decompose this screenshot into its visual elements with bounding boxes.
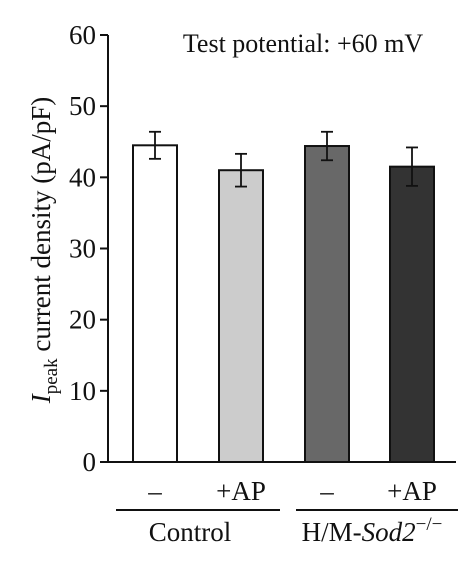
labels-layer: – +AP – +AP Control H/M-Sod2−/− [116,476,458,547]
y-tick-label: 20 [69,305,96,335]
y-tick-label: 50 [69,91,96,121]
category-label: – [147,476,162,506]
axes-layer: 0 10 20 30 40 50 60 [69,20,456,477]
group-label-superscript: −/− [416,514,443,535]
bar [304,145,350,464]
y-axis-title-symbol: I [26,392,56,404]
y-axis-title-subscript: peak [41,358,62,394]
y-axis-title-group: Ipeak current density (pA/pF) [26,97,62,405]
y-tick-label: 60 [69,20,96,50]
y-tick-label: 30 [69,234,96,264]
y-tick-label: 0 [83,447,97,477]
y-tick-label: 40 [69,162,96,192]
category-label: +AP [216,476,266,506]
category-label: +AP [387,476,437,506]
test-potential-annotation: Test potential: +60 mV [183,29,424,58]
bar [132,144,178,464]
y-axis-title-rest: current density (pA/pF) [26,97,56,359]
bar [389,165,435,464]
category-label: – [319,476,334,506]
group-label: H/M-Sod2−/− [302,514,443,547]
y-tick-label: 10 [69,376,96,406]
y-axis-title: Ipeak current density (pA/pF) [26,97,62,405]
group-label: Control [149,517,232,547]
group-label-gene: Sod2 [362,517,416,547]
bar [218,169,264,463]
bars-layer [132,130,435,464]
group-label-prefix: H/M- [302,517,362,547]
